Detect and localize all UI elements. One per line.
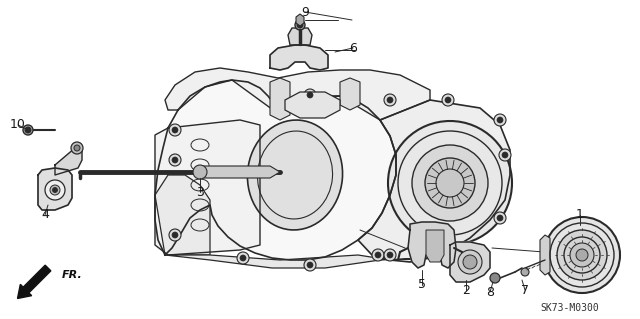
Circle shape: [570, 243, 594, 267]
Circle shape: [494, 212, 506, 224]
Polygon shape: [358, 100, 510, 262]
Polygon shape: [426, 230, 444, 262]
Circle shape: [169, 124, 181, 136]
Polygon shape: [285, 92, 340, 118]
Circle shape: [45, 180, 65, 200]
Circle shape: [463, 255, 477, 269]
Text: 7: 7: [521, 284, 529, 296]
Circle shape: [490, 273, 500, 283]
Text: SK73-M0300: SK73-M0300: [541, 303, 600, 313]
Polygon shape: [340, 78, 360, 110]
Polygon shape: [270, 45, 328, 70]
Polygon shape: [288, 28, 312, 45]
Polygon shape: [155, 80, 396, 260]
Circle shape: [388, 121, 512, 245]
Circle shape: [169, 154, 181, 166]
Circle shape: [23, 125, 33, 135]
Text: 4: 4: [41, 209, 49, 221]
Polygon shape: [55, 145, 82, 175]
Polygon shape: [155, 120, 260, 255]
Circle shape: [307, 92, 313, 98]
Circle shape: [499, 149, 511, 161]
Circle shape: [387, 97, 393, 103]
Polygon shape: [38, 168, 72, 210]
Circle shape: [297, 22, 303, 28]
Text: 3: 3: [196, 186, 204, 198]
Circle shape: [71, 142, 83, 154]
Text: 1: 1: [576, 209, 584, 221]
Circle shape: [497, 215, 503, 221]
Circle shape: [172, 157, 178, 163]
Circle shape: [169, 229, 181, 241]
Polygon shape: [200, 166, 280, 178]
Circle shape: [576, 249, 588, 261]
Circle shape: [172, 127, 178, 133]
Polygon shape: [450, 242, 490, 282]
Circle shape: [454, 244, 466, 256]
Circle shape: [307, 262, 313, 268]
Circle shape: [557, 230, 607, 280]
Polygon shape: [408, 222, 456, 268]
Polygon shape: [165, 68, 430, 120]
Text: 8: 8: [486, 286, 494, 299]
Circle shape: [494, 114, 506, 126]
Text: 5: 5: [418, 278, 426, 292]
Circle shape: [50, 185, 60, 195]
Circle shape: [25, 127, 31, 133]
Text: 2: 2: [462, 284, 470, 296]
Ellipse shape: [248, 120, 342, 230]
Circle shape: [457, 247, 463, 253]
Circle shape: [497, 117, 503, 123]
Circle shape: [502, 152, 508, 158]
Text: 9: 9: [301, 5, 309, 19]
Circle shape: [387, 252, 393, 258]
Text: 10: 10: [10, 118, 26, 131]
Circle shape: [521, 268, 529, 276]
Polygon shape: [296, 14, 304, 26]
Polygon shape: [270, 78, 290, 120]
Circle shape: [445, 97, 451, 103]
Circle shape: [295, 20, 305, 30]
Circle shape: [304, 89, 316, 101]
Circle shape: [458, 250, 482, 274]
Circle shape: [240, 255, 246, 261]
Circle shape: [544, 217, 620, 293]
Circle shape: [172, 232, 178, 238]
Circle shape: [412, 145, 488, 221]
Circle shape: [193, 165, 207, 179]
Circle shape: [74, 145, 80, 151]
Circle shape: [375, 252, 381, 258]
Circle shape: [442, 94, 454, 106]
Circle shape: [52, 188, 58, 192]
Circle shape: [304, 259, 316, 271]
FancyArrow shape: [17, 265, 51, 299]
Polygon shape: [540, 235, 550, 275]
Circle shape: [237, 252, 249, 264]
Polygon shape: [155, 175, 210, 255]
Text: 6: 6: [349, 41, 357, 55]
Circle shape: [372, 249, 384, 261]
Circle shape: [384, 94, 396, 106]
Circle shape: [384, 249, 396, 261]
Circle shape: [425, 158, 475, 208]
Polygon shape: [165, 255, 430, 268]
Text: FR.: FR.: [62, 270, 83, 280]
